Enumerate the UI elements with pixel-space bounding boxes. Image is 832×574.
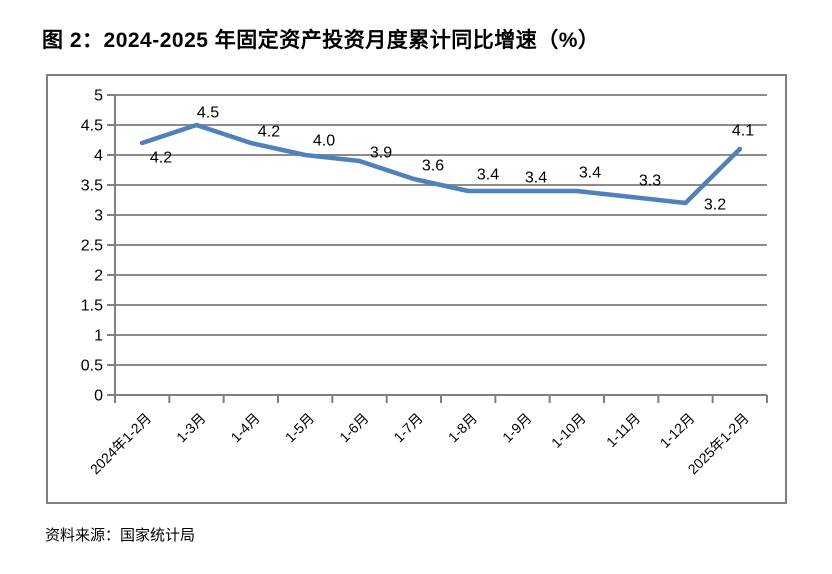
data-point-label: 3.3 [639, 173, 661, 190]
y-tick-label: 4.5 [81, 118, 103, 135]
data-point-label: 4.2 [150, 150, 172, 167]
y-tick-label: 3.5 [81, 178, 103, 195]
y-tick-label: 2 [94, 268, 103, 285]
data-point-label: 3.9 [370, 145, 392, 162]
y-tick-label: 5 [94, 88, 103, 105]
y-tick-label: 3 [94, 208, 103, 225]
data-point-label: 4.1 [732, 123, 754, 140]
y-tick-label: 0.5 [81, 358, 103, 375]
y-tick-label: 0 [94, 388, 103, 405]
data-point-label: 3.4 [477, 167, 499, 184]
y-tick-label: 1.5 [81, 298, 103, 315]
data-point-label: 3.6 [422, 158, 444, 175]
data-point-label: 4.2 [258, 124, 280, 141]
data-point-label: 3.2 [704, 197, 726, 214]
y-tick-label: 2.5 [81, 238, 103, 255]
figure-title: 图 2：2024-2025 年固定资产投资月度累计同比增速（%） [42, 29, 600, 52]
data-point-label: 4.0 [313, 133, 335, 150]
data-series-line [139, 122, 743, 206]
data-point-label: 3.4 [579, 165, 601, 182]
data-point-label: 3.4 [525, 170, 547, 187]
y-tick-label: 4 [94, 148, 103, 165]
data-point-label: 4.5 [197, 105, 219, 122]
source-note: 资料来源：国家统计局 [45, 527, 196, 544]
chart-frame [46, 74, 787, 504]
y-tick-label: 1 [94, 328, 103, 345]
